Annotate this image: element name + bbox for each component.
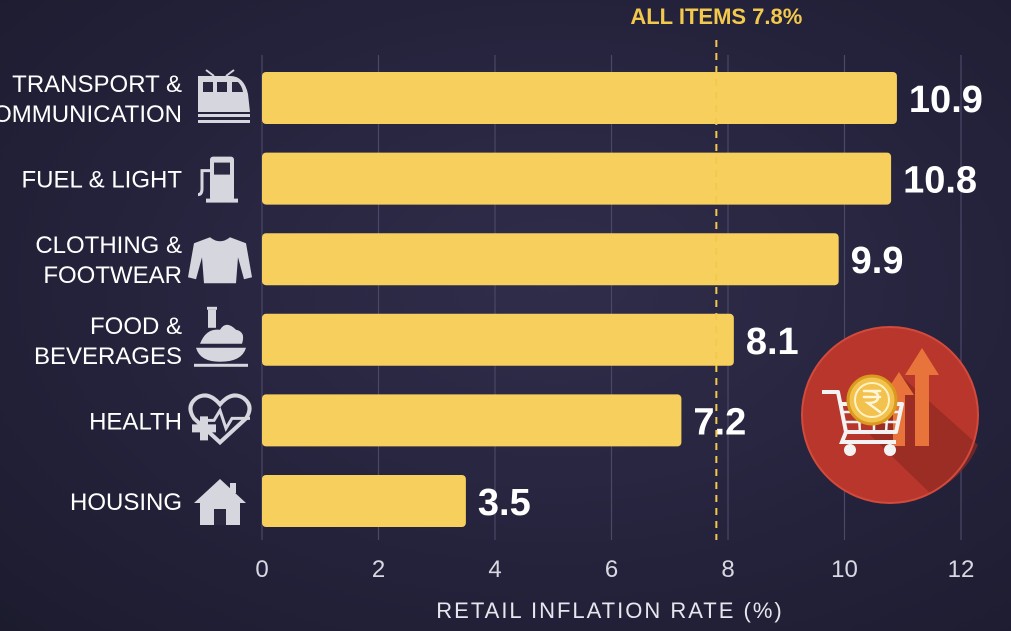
category-labels: TRANSPORT & COMMUNICATION FUEL & LIGHT CLOT… — [0, 71, 182, 516]
x-axis-title: RETAIL INFLATION RATE (%) — [436, 598, 783, 623]
x-tick-label: 4 — [488, 556, 501, 583]
x-tick-label: 12 — [948, 556, 975, 583]
x-tick-label: 2 — [372, 556, 385, 583]
bar-value-label: 8.1 — [746, 321, 799, 363]
x-tick-label: 6 — [605, 556, 618, 583]
category-label: HOUSING — [70, 489, 182, 516]
category-label: TRANSPORT & — [12, 71, 182, 98]
bar — [262, 152, 892, 205]
category-icons — [188, 69, 252, 525]
bar — [262, 72, 897, 124]
bar-value-label: 9.9 — [851, 240, 904, 282]
x-tick-label: 0 — [255, 556, 268, 583]
bar-value-label: 7.2 — [693, 401, 746, 443]
bar — [262, 394, 682, 447]
x-tick-label: 10 — [831, 556, 858, 583]
bar — [262, 233, 839, 286]
grid-lines — [261, 55, 962, 540]
category-label: BEVERAGES — [34, 343, 182, 370]
all-items-label: ALL ITEMS 7.8% — [630, 4, 802, 29]
x-axis-ticks: 0 2 4 6 8 10 12 — [255, 556, 974, 583]
category-label: COMMUNICATION — [0, 101, 182, 128]
category-label: HEALTH — [89, 408, 182, 435]
fuel-pump-icon — [197, 156, 238, 203]
category-label: FUEL & LIGHT — [22, 167, 183, 194]
bar-value-label: 10.8 — [903, 160, 977, 202]
health-heart-icon — [188, 393, 252, 446]
train-icon — [198, 69, 250, 123]
category-label: FOOD & — [90, 313, 182, 340]
bars: 10.9 10.8 9.9 8.17.2 3.5 — [262, 72, 983, 527]
bar-value-label: 3.5 — [478, 482, 531, 524]
bar — [262, 475, 466, 527]
bar — [262, 313, 734, 366]
category-label: CLOTHING & — [35, 232, 182, 259]
category-label: FOOTWEAR — [43, 262, 182, 289]
x-tick-label: 8 — [721, 556, 734, 583]
food-bowl-icon — [194, 306, 248, 367]
rupee-cart-badge-icon — [801, 326, 979, 504]
reference-line-group: ALL ITEMS 7.8% — [630, 4, 802, 540]
bar-value-label: 10.9 — [909, 79, 983, 121]
house-icon — [194, 479, 246, 525]
sweater-icon — [188, 237, 252, 284]
